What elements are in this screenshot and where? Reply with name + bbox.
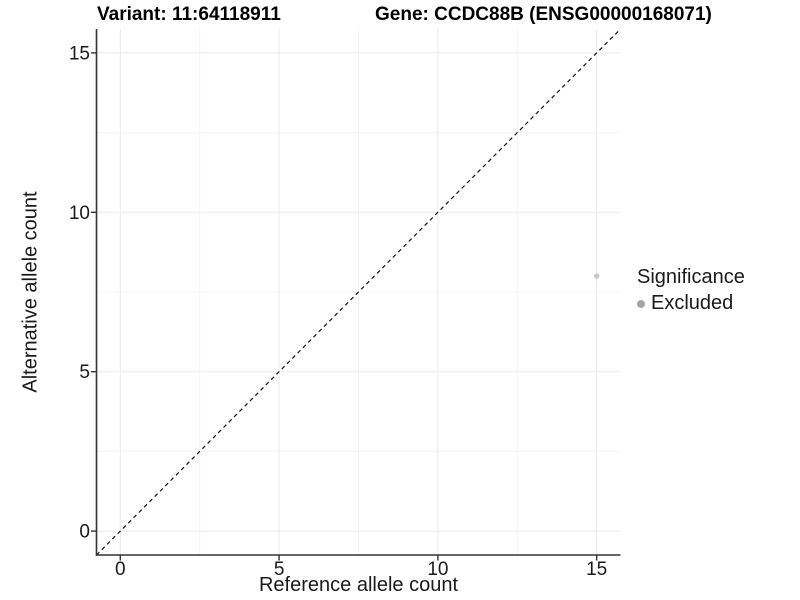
y-tick-label: 10 xyxy=(69,203,90,224)
data-point xyxy=(593,273,600,279)
x-tick-label: 10 xyxy=(427,559,448,580)
legend-entry-label: Excluded xyxy=(651,292,734,314)
y-tick-label: 0 xyxy=(79,522,90,543)
y-tick-label: 15 xyxy=(69,43,90,64)
identity-line xyxy=(96,28,621,556)
y-axis-title: Alternative allele count xyxy=(19,191,42,393)
legend: Significance Excluded xyxy=(637,266,745,315)
legend-entry-excluded: Excluded xyxy=(637,292,745,315)
legend-title: Significance xyxy=(637,266,745,288)
x-axis-title: Reference allele count xyxy=(258,574,458,596)
x-tick-label: 0 xyxy=(115,559,126,580)
legend-key-dot xyxy=(637,299,645,308)
plot-title-gene: Gene: CCDC88B (ENSG00000168071) xyxy=(375,4,712,25)
x-tick-label: 5 xyxy=(274,559,285,580)
x-tick-label: 15 xyxy=(586,559,607,580)
plot-title-variant: Variant: 11:64118911 xyxy=(97,4,281,25)
y-tick-label: 5 xyxy=(79,362,90,383)
